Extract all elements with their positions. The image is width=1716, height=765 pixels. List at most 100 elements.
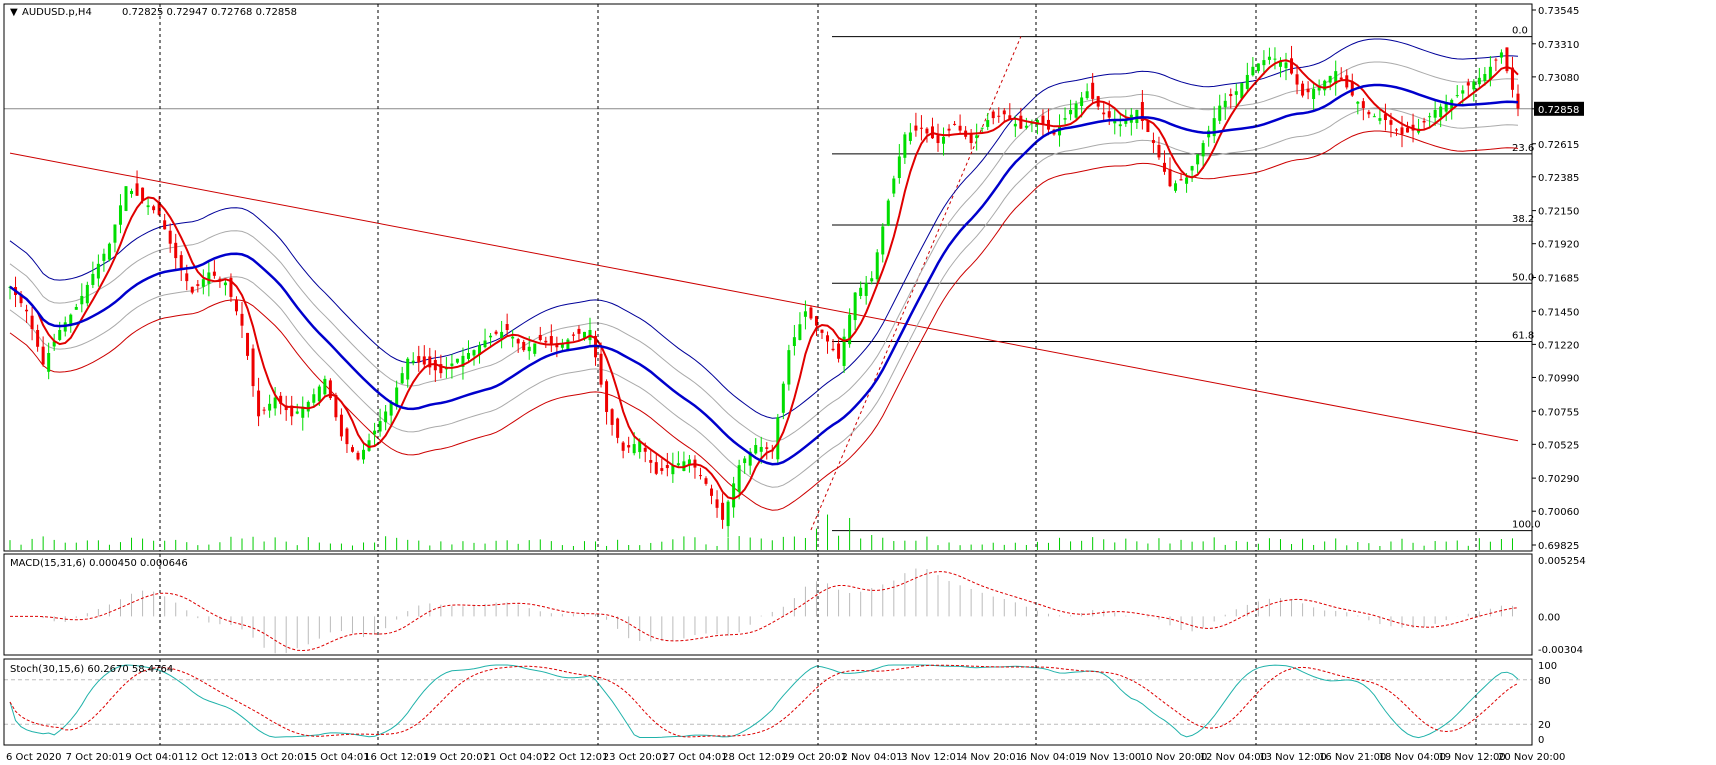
candle-body xyxy=(632,444,636,454)
price-tick-label: 0.73080 xyxy=(1538,73,1579,84)
candle-body xyxy=(1102,112,1106,115)
candle-body xyxy=(826,335,830,342)
candle-body xyxy=(1317,85,1321,91)
candle-body xyxy=(262,409,266,411)
candle-body xyxy=(1229,94,1233,97)
fib-label-0.0: 0.0 xyxy=(1512,26,1528,37)
candle-body xyxy=(251,348,255,387)
candle-body xyxy=(908,132,912,141)
candle-body xyxy=(1350,81,1354,96)
candle-body xyxy=(538,334,542,341)
candle-body xyxy=(792,337,796,347)
candle-body xyxy=(1008,115,1012,120)
envelope-upper-outer xyxy=(9,38,1519,419)
candle-body xyxy=(820,329,824,333)
candle-body xyxy=(1013,123,1017,127)
candle-body xyxy=(1394,129,1398,131)
candle-body xyxy=(654,462,658,474)
envelope-lower-outer xyxy=(9,130,1519,511)
price-tick-label: 0.71450 xyxy=(1538,307,1579,318)
candle-body xyxy=(555,343,559,348)
candle-body xyxy=(1118,124,1122,127)
candle-body xyxy=(96,263,100,279)
candle-body xyxy=(1124,119,1128,124)
date-tick-label: 13 Nov 12:00 xyxy=(1259,752,1326,763)
candle-body xyxy=(339,414,343,437)
macd-panel[interactable] xyxy=(10,568,1519,654)
candle-body xyxy=(1058,126,1062,136)
candle-body xyxy=(334,394,338,418)
candle-body xyxy=(317,386,321,402)
candle-body xyxy=(897,156,901,179)
candle-body xyxy=(1074,103,1078,118)
candle-body xyxy=(1190,166,1194,171)
candle-body xyxy=(776,417,780,460)
candle-body xyxy=(273,397,277,409)
candle-body xyxy=(1019,115,1023,129)
candle-body xyxy=(726,501,730,527)
candle-body xyxy=(444,368,448,370)
candle-body xyxy=(395,387,399,407)
candle-body xyxy=(157,202,161,215)
candle-body xyxy=(69,314,73,327)
candle-body xyxy=(141,187,145,201)
candle-body xyxy=(130,190,134,194)
candle-body xyxy=(505,324,509,330)
collapse-triangle-icon[interactable]: ▼ xyxy=(10,7,18,18)
candle-body xyxy=(47,353,51,372)
candle-body xyxy=(433,360,437,371)
price-tick-label: 0.71220 xyxy=(1538,340,1579,351)
candle-body xyxy=(704,478,708,484)
candle-body xyxy=(842,336,846,366)
candle-body xyxy=(1361,101,1365,109)
price-tick-label: 0.71685 xyxy=(1538,274,1579,285)
price-tick-label: 0.70525 xyxy=(1538,440,1579,451)
candle-body xyxy=(25,309,29,312)
date-tick-label: 13 Oct 20:01 xyxy=(245,752,310,763)
candle-body xyxy=(610,409,614,425)
candle-body xyxy=(1323,80,1327,91)
stoch-panel[interactable] xyxy=(4,664,1532,739)
price-tick-label: 0.72615 xyxy=(1538,140,1579,151)
date-tick-label: 15 Oct 04:01 xyxy=(304,752,369,763)
candle-body xyxy=(1400,127,1404,135)
candle-body xyxy=(1140,102,1144,121)
candle-body xyxy=(472,350,476,356)
candle-body xyxy=(665,465,669,469)
candle-body xyxy=(1494,59,1498,61)
macd-tick-label: 0.005254 xyxy=(1538,556,1586,567)
candle-body xyxy=(743,458,747,464)
candle-body xyxy=(522,341,526,351)
price-panel[interactable]: 0.0 23.6 38.2 50.0 61.8 100.0 xyxy=(4,26,1541,550)
candle-body xyxy=(1002,110,1006,115)
macd-tick-label: -0.00304 xyxy=(1538,645,1583,656)
candle-body xyxy=(798,324,802,340)
candle-body xyxy=(1477,77,1481,85)
candle-body xyxy=(1278,60,1282,67)
candle-body xyxy=(986,120,990,127)
candle-body xyxy=(400,373,404,384)
candle-body xyxy=(1256,63,1260,72)
candle-body xyxy=(1174,183,1178,191)
candle-body xyxy=(621,442,625,451)
candle-body xyxy=(997,115,1001,117)
candle-body xyxy=(803,311,807,317)
candle-body xyxy=(638,440,642,453)
candle-body xyxy=(1306,88,1310,93)
candle-body xyxy=(1185,177,1189,184)
candle-body xyxy=(455,358,459,363)
panel-frame-3 xyxy=(3,658,1533,746)
candle-body xyxy=(582,331,586,338)
candle-body xyxy=(864,283,868,296)
fib-anchor-line xyxy=(810,36,1022,531)
date-tick-label: 19 Oct 20:01 xyxy=(424,752,489,763)
price-tick-label: 0.70990 xyxy=(1538,373,1579,384)
candle-body xyxy=(1201,143,1205,157)
candle-body xyxy=(312,394,316,403)
stoch-tick-label: 20 xyxy=(1538,720,1551,731)
candle-body xyxy=(1168,169,1172,187)
candle-body xyxy=(52,341,56,347)
fib-label-50.0: 50.0 xyxy=(1512,272,1534,283)
candle-body xyxy=(649,460,653,463)
